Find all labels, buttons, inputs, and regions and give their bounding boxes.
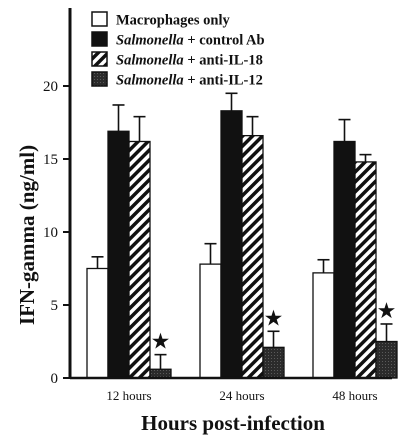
x-tick-label: 48 hours [332, 388, 377, 403]
bar [149, 368, 172, 379]
axes: 0 5 10 15 20 12 hours 24 hours 48 hours [43, 8, 392, 403]
y-tick-label: 15 [43, 152, 58, 168]
legend-label: Salmonella + anti-IL-18 [116, 53, 263, 69]
legend-label: Salmonella + control Ab [116, 33, 265, 49]
bar [312, 272, 335, 379]
y-tick-label: 5 [51, 298, 59, 314]
bar [354, 161, 377, 379]
significance-star: ★ [151, 330, 171, 355]
legend-swatch [91, 11, 108, 27]
y-tick-label: 20 [43, 79, 58, 95]
bar [220, 110, 243, 379]
bar [107, 130, 130, 379]
legend-label-italic: Salmonella [116, 33, 184, 49]
significance-star: ★ [264, 306, 284, 331]
bar [241, 134, 264, 379]
bar [86, 267, 109, 379]
y-axis-title: IFN-gamma (ng/ml) [15, 145, 39, 325]
legend-label-text: + anti-IL-12 [184, 73, 263, 89]
x-axis-title: Hours post-infection [141, 411, 325, 435]
legend-label-text: + anti-IL-18 [184, 53, 263, 69]
legend-label-italic: Salmonella [116, 73, 184, 89]
legend-swatch [91, 71, 108, 87]
legend-swatch [91, 51, 108, 67]
legend-label-text: + control Ab [184, 33, 265, 49]
bar [375, 340, 398, 379]
bar [262, 346, 285, 379]
bar [128, 140, 151, 379]
bar [333, 140, 356, 379]
legend-label: Macrophages only [116, 13, 230, 29]
legend-label-italic: Salmonella [116, 53, 184, 69]
x-tick-label: 24 hours [219, 388, 264, 403]
x-tick-label: 12 hours [106, 388, 151, 403]
y-tick-label: 0 [51, 371, 59, 387]
bar [199, 263, 222, 379]
legend-label: Salmonella + anti-IL-12 [116, 73, 263, 89]
plot-area: ★ ★ ★ [86, 92, 398, 379]
legend-swatch [91, 31, 108, 47]
y-tick-label: 10 [43, 225, 58, 241]
significance-star: ★ [377, 299, 397, 324]
legend-label-text: Macrophages only [116, 13, 230, 29]
